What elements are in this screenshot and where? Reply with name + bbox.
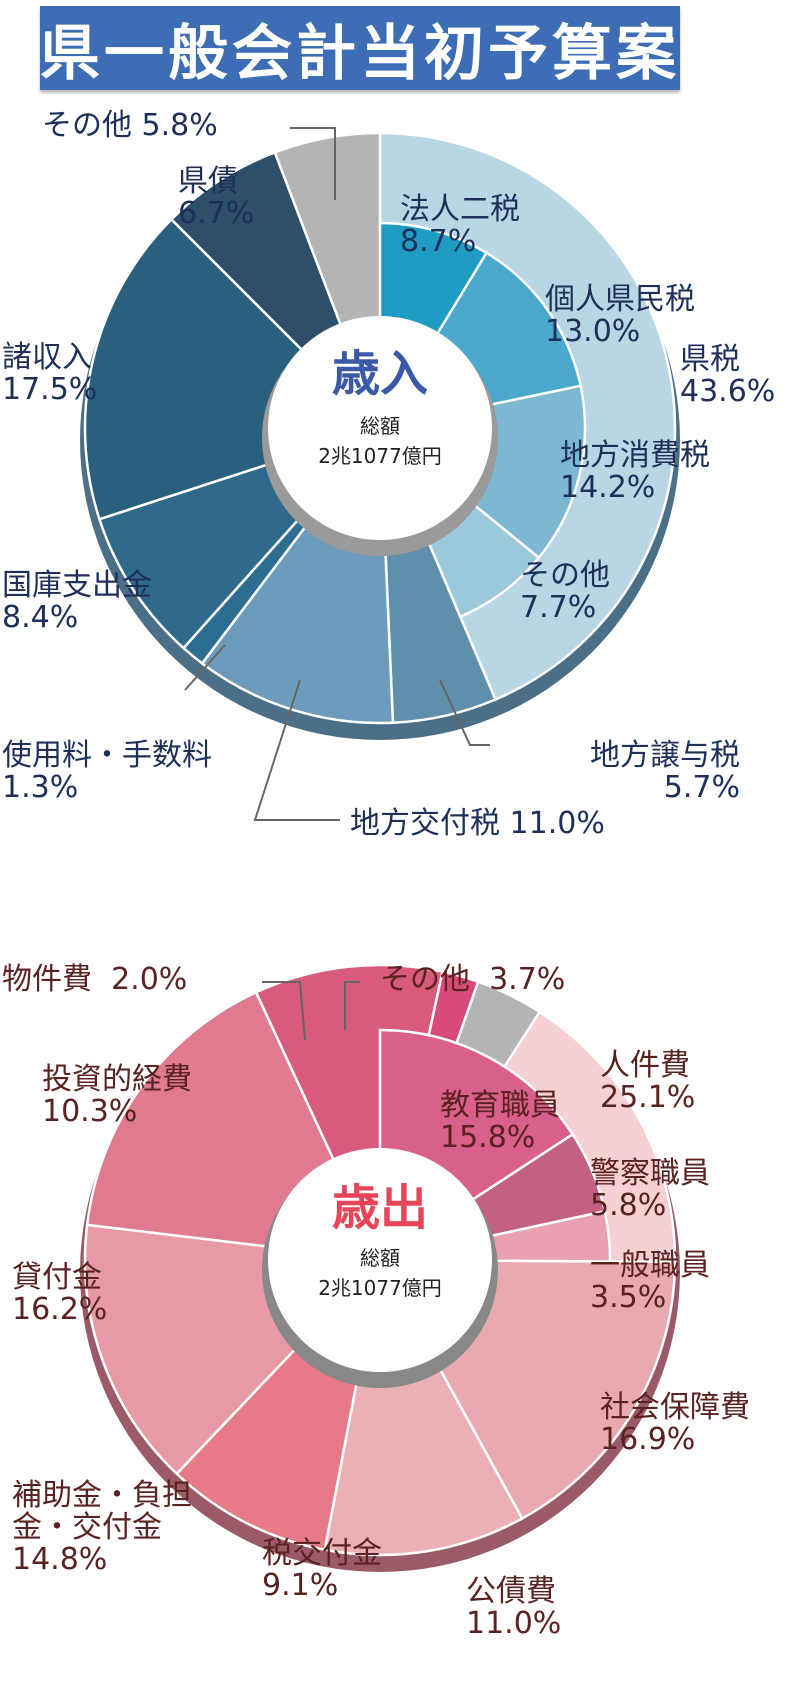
income-pie [80, 131, 680, 740]
expense-total-label: 総額 [360, 1246, 400, 1270]
expense-label-supplies: 物件費 2.0% [2, 962, 188, 997]
income-label-tax-other: その他 7.7% [520, 558, 610, 625]
page-title: 県一般会計当初予算案 [40, 6, 680, 90]
income-total-label: 総額 [360, 414, 400, 438]
expense-label-general-staff: 一般職員 3.5% [590, 1248, 710, 1315]
expense-label-police: 警察職員 5.8% [590, 1156, 710, 1223]
income-label-fees: 使用料・手数料 1.3% [2, 738, 212, 805]
expense-label-loans: 貸付金 16.2% [12, 1260, 108, 1327]
expense-label-social-security: 社会保障費 16.9% [600, 1390, 750, 1457]
income-center-title: 歳入 [331, 346, 428, 402]
expense-label-other: その他 3.7% [380, 962, 566, 997]
income-label-national-treasury: 国庫支出金 8.4% [2, 568, 152, 635]
expense-label-personnel: 人件費 25.1% [600, 1048, 696, 1115]
income-label-resident-tax: 個人県民税 13.0% [545, 282, 695, 349]
income-label-prefectural-tax: 県税 43.6% [680, 342, 776, 409]
expense-label-subsidies: 補助金・負担金・交付金 14.8% [12, 1478, 192, 1577]
expense-total-value: 2兆1077億円 [318, 1276, 442, 1300]
income-label-misc: 諸収入 17.5% [2, 340, 98, 407]
income-label-other: その他 5.8% [42, 108, 218, 143]
expense-center-title: 歳出 [331, 1180, 428, 1236]
expense-label-investment: 投資的経費 10.3% [42, 1062, 192, 1129]
expense-label-debt-service: 公債費 11.0% [466, 1574, 562, 1641]
income-label-bonds: 県債 6.7% [178, 164, 255, 231]
income-label-corporate-tax: 法人二税 8.7% [400, 192, 520, 259]
expense-label-tax-grants: 税交付金 9.1% [262, 1536, 382, 1603]
income-label-transfer-tax: 地方譲与税 5.7% [590, 738, 740, 805]
leader-lines [184, 127, 490, 1041]
income-label-allocation-tax: 地方交付税 11.0% [350, 806, 605, 841]
income-label-consumption-tax: 地方消費税 14.2% [560, 438, 710, 505]
income-total-value: 2兆1077億円 [318, 444, 442, 468]
expense-pie [80, 963, 680, 1572]
expense-label-teachers: 教育職員 15.8% [440, 1088, 560, 1155]
